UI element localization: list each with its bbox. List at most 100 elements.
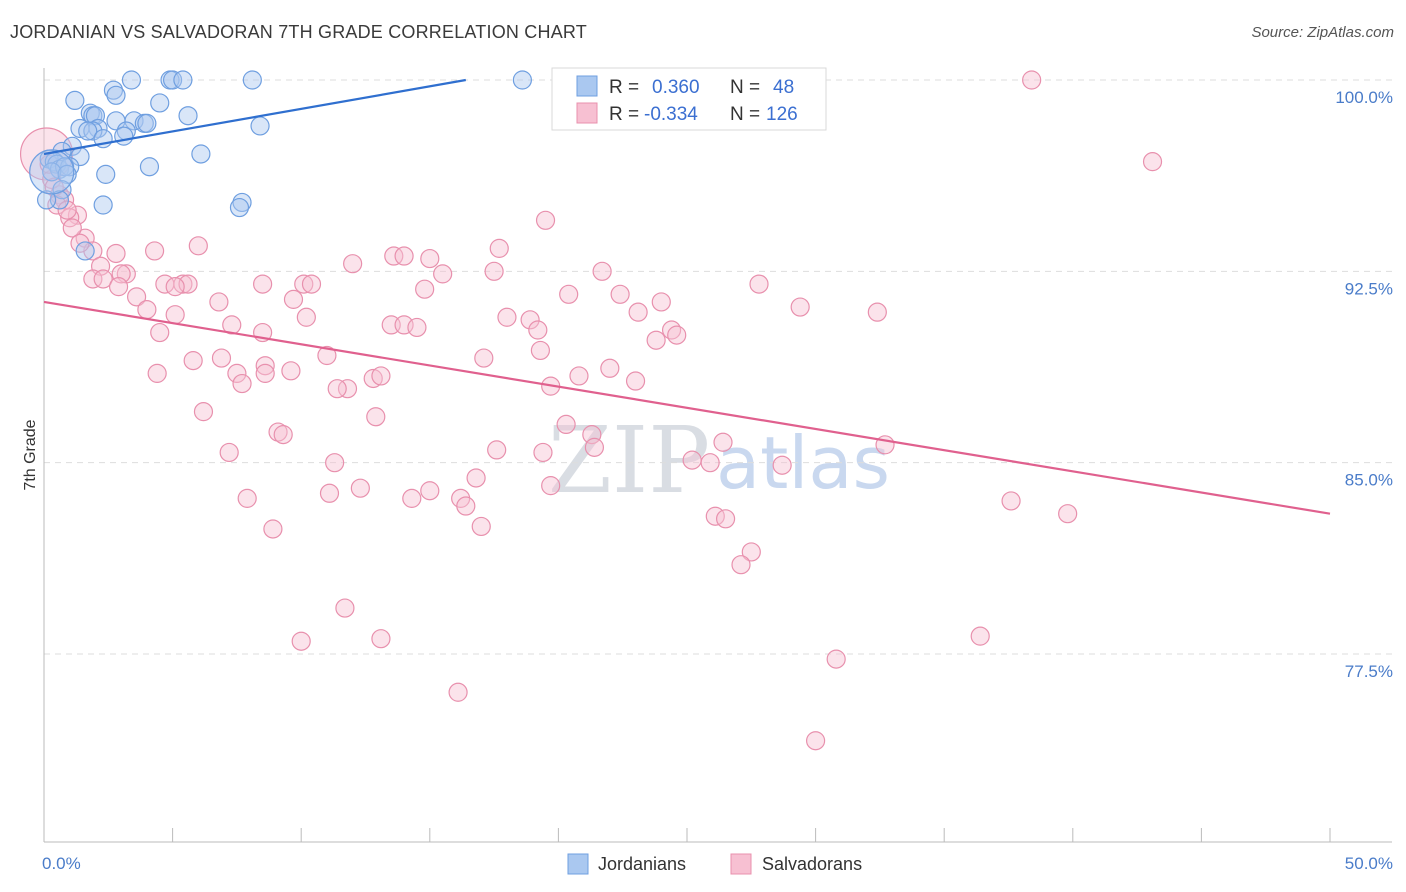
salvadoran-point	[363, 368, 383, 389]
legend-box	[551, 67, 827, 131]
salvadoran-point	[584, 437, 605, 457]
x-tick-label: 50.0%	[1345, 854, 1393, 873]
salvadoran-point	[150, 322, 170, 343]
salvadoran-point	[1058, 504, 1078, 524]
salvadoran-point	[294, 274, 314, 294]
jordanian-point	[512, 70, 532, 90]
jordanian-point	[65, 90, 85, 111]
salvadoran-point	[384, 246, 404, 266]
salvadoran-point	[317, 345, 337, 366]
salvadoran-point	[556, 414, 576, 434]
salvadoran-point	[255, 363, 275, 383]
salvadoran-point	[407, 317, 427, 338]
chart-title: JORDANIAN VS SALVADORAN 7TH GRADE CORREL…	[10, 22, 587, 42]
salvadoran-point	[39, 154, 59, 174]
jordanian-point	[163, 70, 183, 90]
salvadoran-point	[456, 496, 476, 516]
series-swatch-salvadorans	[730, 853, 752, 875]
x-tick-label: 0.0%	[42, 854, 81, 873]
salvadoran-point	[325, 453, 345, 473]
salvadoran-point	[420, 481, 440, 501]
salvadoran-point	[296, 307, 316, 327]
salvadoran-point	[487, 440, 507, 460]
salvadoran-point	[268, 422, 288, 442]
jordanian-point	[93, 195, 113, 215]
salvadoran-point	[533, 442, 553, 463]
salvadoran-point	[682, 450, 702, 470]
salvadoran-point	[188, 236, 208, 256]
salvadoran-point	[350, 478, 370, 498]
salvadoran-point	[415, 279, 435, 299]
jordanian-point	[106, 85, 126, 105]
salvadoran-point	[772, 455, 792, 475]
salvadoran-point	[93, 269, 113, 289]
salvadoran-point	[715, 509, 736, 529]
tick-labels: 100.0% 92.5% 85.0% 77.5% 0.0% 50.0%	[42, 88, 1393, 873]
legend-r-label: R =	[609, 104, 639, 125]
salvadoran-point	[530, 340, 550, 361]
legend-n-salvadorans: 126	[766, 104, 798, 125]
salvadoran-point	[211, 348, 232, 368]
legend-n-jordanians: 48	[773, 77, 794, 98]
jordanian-point	[42, 162, 62, 182]
salvadoran-point	[1001, 491, 1021, 511]
salvadoran-point	[335, 598, 355, 618]
y-tick-label: 100.0%	[1335, 88, 1393, 107]
salvadoran-point	[165, 305, 185, 325]
salvadoran-point	[474, 348, 494, 368]
legend-swatch-salvadorans	[576, 102, 598, 124]
salvadoran-point	[57, 200, 77, 220]
jordanian-point	[173, 70, 193, 90]
salvadoran-point	[713, 432, 733, 452]
salvadoran-point	[237, 488, 257, 508]
salvadoran-point	[173, 274, 193, 294]
jordanian-point	[106, 111, 126, 131]
salvadoran-point	[497, 307, 517, 327]
salvadoran-point	[610, 284, 630, 304]
salvadoran-point	[651, 292, 671, 312]
salvadoran-point	[106, 243, 126, 264]
legend-r-label: R =	[609, 77, 639, 98]
salvadoran-point	[489, 238, 509, 258]
salvadoran-point	[541, 476, 561, 496]
series-swatch-jordanians	[567, 853, 589, 875]
jordanian-point	[114, 126, 134, 146]
salvadoran-point	[535, 210, 556, 230]
salvadoran-point	[232, 373, 252, 394]
source-label: Source: ZipAtlas.com	[1251, 24, 1394, 41]
salvadoran-point	[137, 300, 157, 320]
salvadoran-point	[528, 320, 548, 340]
salvadoran-point	[193, 402, 214, 422]
salvadoran-point	[67, 205, 88, 225]
jordanian-point	[78, 121, 98, 141]
salvadoran-point	[255, 356, 275, 376]
salvadoran-point	[625, 371, 646, 391]
salvadoran-point	[209, 292, 229, 312]
salvadoran-point	[291, 631, 311, 651]
salvadoran-point	[628, 302, 648, 322]
jordanian-point	[150, 93, 170, 113]
salvadoran-point	[1142, 152, 1163, 172]
salvadoran-point	[471, 516, 491, 537]
salvadoran-point	[263, 519, 283, 539]
salvadoran-point	[592, 261, 612, 281]
legend-r-jordanians: 0.360	[652, 77, 700, 98]
salvadoran-point	[1022, 70, 1042, 90]
jordanians-trend-line	[43, 78, 466, 156]
salvadoran-point	[826, 649, 846, 669]
salvadoran-point	[402, 488, 422, 508]
salvadoran-point	[301, 274, 322, 294]
salvadoran-point	[83, 269, 103, 289]
jordanian-point	[229, 197, 250, 218]
series-legend: Jordanians Salvadorans	[567, 853, 862, 875]
salvadorans-trend-line	[43, 300, 1331, 515]
salvadoran-point	[183, 351, 203, 371]
salvadoran-point	[327, 379, 347, 399]
salvadoran-point	[867, 302, 887, 322]
jordanian-point	[191, 144, 211, 164]
salvadoran-point	[520, 310, 540, 330]
salvadoran-point	[700, 453, 720, 473]
salvadoran-point	[319, 483, 340, 503]
legend-n-label: N =	[730, 77, 760, 98]
